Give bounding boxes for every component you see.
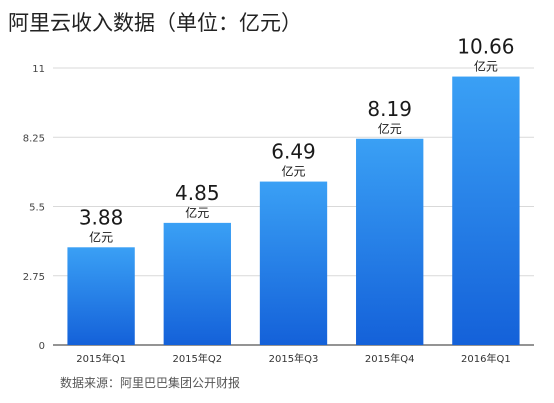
x-axis-labels: 2015年Q1 2015年Q2 2015年Q3 2015年Q4 2016年Q1 <box>76 352 510 365</box>
chart-title: 阿里云收入数据（单位：亿元） <box>8 11 302 35</box>
bars <box>67 76 520 345</box>
bar <box>452 76 520 345</box>
bar-value-label: 8.19 <box>367 97 412 121</box>
bar-unit-label: 亿元 <box>378 121 402 136</box>
x-category-label: 2015年Q3 <box>269 352 319 365</box>
y-tick-label: 5.5 <box>29 203 45 214</box>
y-tick-label: 2.75 <box>23 272 45 283</box>
bar <box>356 138 424 345</box>
y-axis-ticks: 0 2.75 5.5 8.25 11 <box>23 64 45 352</box>
bar <box>259 181 328 345</box>
bar-value-label: 3.88 <box>79 205 124 229</box>
y-tick-label: 0 <box>39 341 45 352</box>
y-tick-label: 11 <box>32 64 45 75</box>
data-source-note: 数据来源：阿里巴巴集团公开财报 <box>60 376 241 390</box>
bar <box>67 247 135 345</box>
bar-unit-label: 亿元 <box>89 229 113 244</box>
bar <box>163 222 231 345</box>
bar-unit-label: 亿元 <box>185 205 209 220</box>
bar-value-label: 10.66 <box>457 35 514 59</box>
y-tick-label: 8.25 <box>23 133 45 144</box>
x-category-label: 2016年Q1 <box>461 352 511 365</box>
bar-value-label: 6.49 <box>271 140 316 164</box>
bar-unit-label: 亿元 <box>474 59 498 74</box>
x-category-label: 2015年Q4 <box>365 352 415 365</box>
x-category-label: 2015年Q1 <box>76 352 126 365</box>
bar-unit-label: 亿元 <box>281 164 305 179</box>
x-category-label: 2015年Q2 <box>172 352 222 365</box>
bar-value-label: 4.85 <box>175 181 220 205</box>
